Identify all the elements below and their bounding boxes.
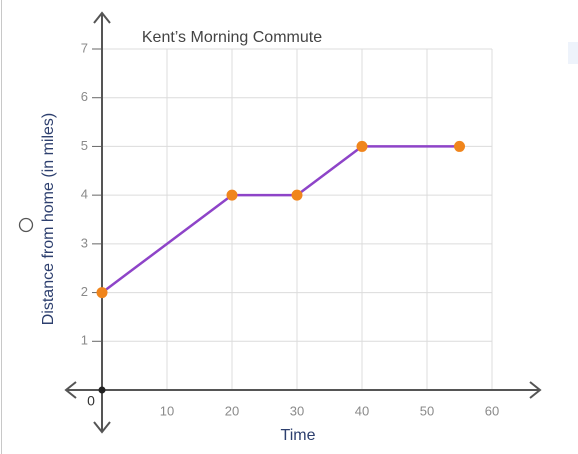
y-tick-label: 3 [81, 235, 88, 250]
arrow [93, 421, 111, 434]
y-tick-label: 5 [81, 138, 88, 153]
data-line [101, 145, 460, 294]
chart: Kent’s Morning Commute Time Distance fro… [40, 11, 542, 444]
data-point [291, 189, 303, 201]
data-point [356, 140, 368, 152]
data-point [96, 287, 108, 299]
x-axis-label: Time [281, 427, 316, 444]
x-tick-label: 10 [160, 403, 174, 418]
data-point [454, 140, 465, 152]
y-tick-label: 7 [81, 40, 88, 55]
arrow [93, 11, 111, 24]
data-point [226, 189, 238, 201]
x-tick-label: 20 [225, 403, 239, 418]
radio-button[interactable] [18, 217, 34, 233]
side-panel [568, 42, 578, 64]
x-tick-label: 50 [420, 403, 434, 418]
arrow [64, 381, 77, 399]
origin-label: 0 [87, 393, 95, 409]
y-tick-label: 4 [81, 187, 88, 202]
y-axis-label: Distance from home (in miles) [40, 113, 57, 326]
x-tick-label: 30 [290, 403, 304, 418]
x-tick-label: 40 [355, 403, 369, 418]
arrow [529, 381, 542, 399]
y-tick-label: 1 [81, 333, 88, 348]
x-tick-label: 60 [485, 403, 499, 418]
chart-title: Kent’s Morning Commute [142, 29, 322, 46]
origin-dot [98, 386, 106, 394]
y-tick-label: 6 [81, 89, 88, 104]
y-tick-label: 2 [81, 284, 88, 299]
